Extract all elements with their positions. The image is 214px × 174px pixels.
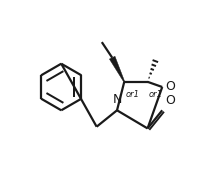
Text: O: O	[165, 81, 175, 93]
Text: or1: or1	[125, 90, 139, 99]
Text: or1: or1	[149, 90, 162, 99]
Text: O: O	[165, 94, 175, 107]
Text: N: N	[112, 93, 122, 106]
Polygon shape	[109, 56, 125, 82]
